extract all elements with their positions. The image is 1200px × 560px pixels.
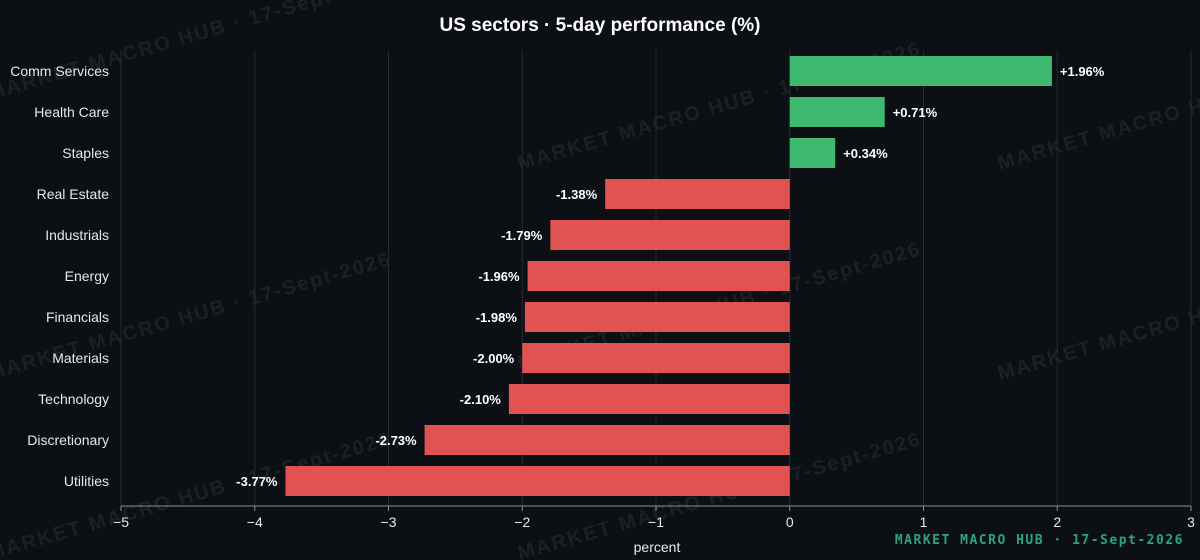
data-label: -1.79% xyxy=(501,228,543,243)
category-label: Materials xyxy=(52,350,109,366)
data-label: -1.96% xyxy=(478,269,520,284)
x-tick-label: 1 xyxy=(920,514,928,530)
bar xyxy=(789,138,836,168)
data-label: +0.34% xyxy=(843,146,888,161)
x-tick-label: −3 xyxy=(381,514,397,530)
data-label: -2.10% xyxy=(460,392,502,407)
data-label: -2.73% xyxy=(375,433,417,448)
x-tick-labels: −5 −4 −3 −2 −1 0 1 2 3 xyxy=(113,506,1195,530)
bar xyxy=(527,261,790,291)
bar xyxy=(508,384,790,414)
x-tick-label: −5 xyxy=(113,514,129,530)
data-label: +1.96% xyxy=(1060,64,1105,79)
x-tick-label: 2 xyxy=(1053,514,1061,530)
bar xyxy=(550,220,790,250)
category-label: Technology xyxy=(38,391,109,407)
watermark-text: MARKET MACRO HUB · 17-Sept-2026 xyxy=(0,0,394,105)
bars: +1.96% +0.71% +0.34% -1.38% -1.79% -1.96% -1.9… xyxy=(236,56,1105,496)
category-label: Comm Services xyxy=(10,63,109,79)
bar xyxy=(522,343,790,373)
category-labels: Comm Services Health Care Staples Real Esta… xyxy=(10,63,109,489)
chart-title: US sectors · 5-day performance (%) xyxy=(440,15,761,36)
bar xyxy=(789,97,885,127)
category-label: Utilities xyxy=(64,473,109,489)
bar xyxy=(605,179,790,209)
category-label: Industrials xyxy=(45,227,109,243)
category-label: Energy xyxy=(65,268,109,284)
bar xyxy=(789,56,1052,86)
bar xyxy=(424,425,790,455)
watermark-text: MARKET MACRO HUB · 17-Sept-2026 xyxy=(995,248,1200,385)
x-tick-label: −2 xyxy=(514,514,530,530)
x-tick-label: −1 xyxy=(648,514,664,530)
data-label: -1.98% xyxy=(476,310,518,325)
data-label: -2.00% xyxy=(473,351,515,366)
x-tick-label: 0 xyxy=(786,514,794,530)
bar xyxy=(524,302,790,332)
x-tick-label: −4 xyxy=(247,514,263,530)
data-label: -1.38% xyxy=(556,187,598,202)
x-tick-label: 3 xyxy=(1187,514,1195,530)
category-label: Discretionary xyxy=(27,432,109,448)
footer-watermark: MARKET MACRO HUB · 17-Sept-2026 xyxy=(894,533,1184,548)
category-label: Financials xyxy=(46,309,109,325)
category-label: Real Estate xyxy=(37,186,110,202)
data-label: -3.77% xyxy=(236,474,278,489)
data-label: +0.71% xyxy=(893,105,938,120)
category-label: Health Care xyxy=(34,104,109,120)
category-label: Staples xyxy=(62,145,109,161)
bar xyxy=(285,466,790,496)
x-axis-label: percent xyxy=(634,539,681,555)
